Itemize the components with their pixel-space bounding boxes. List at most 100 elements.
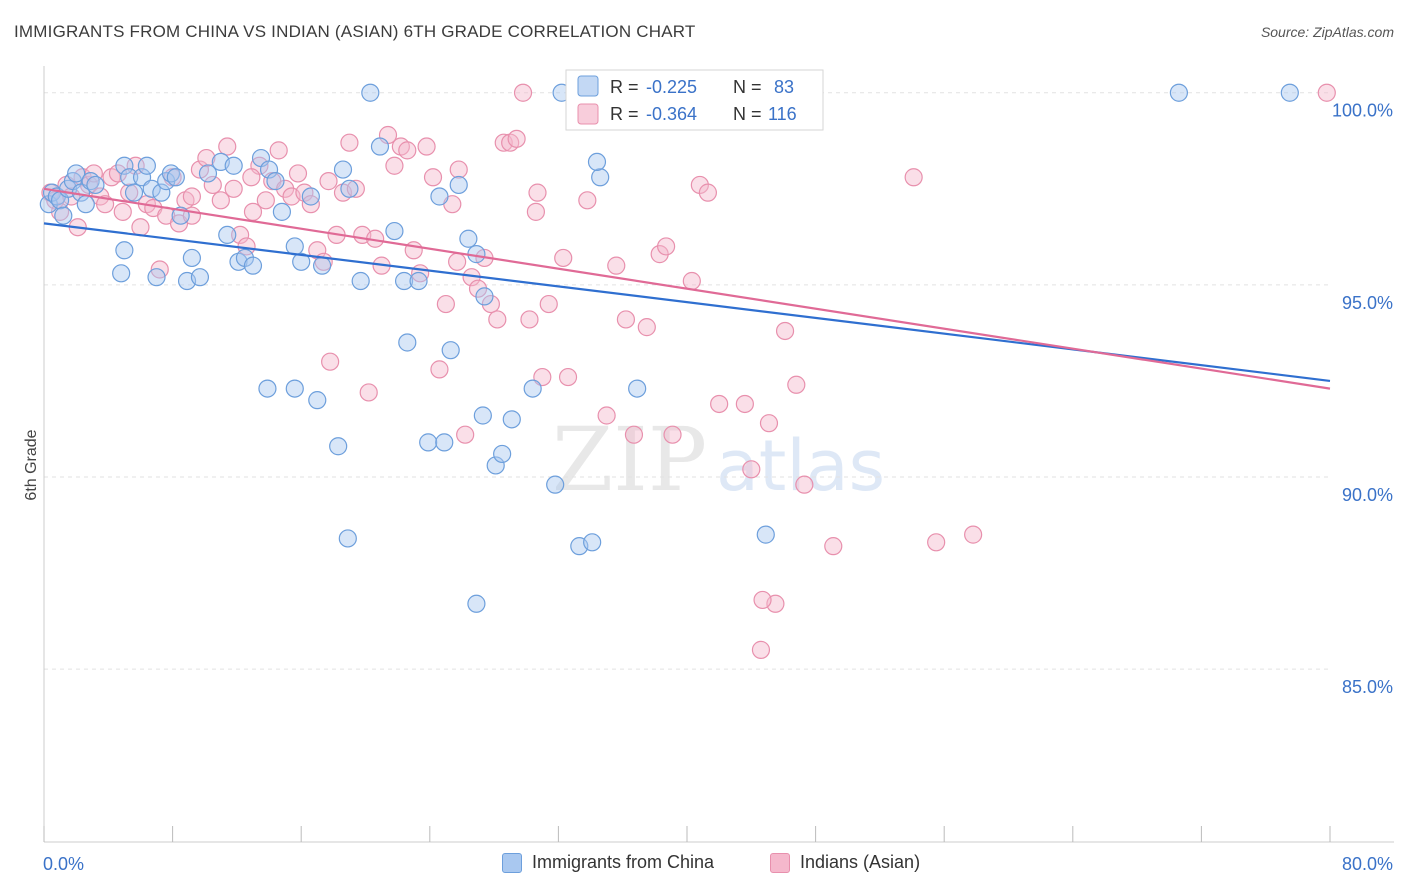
china-point bbox=[398, 333, 417, 352]
indian-point bbox=[430, 360, 449, 379]
china-point bbox=[628, 379, 647, 398]
china-point bbox=[112, 264, 131, 283]
china-point bbox=[486, 456, 505, 475]
y-tick-label: 85.0% bbox=[1342, 677, 1393, 697]
china-point bbox=[467, 594, 486, 613]
legend-n-label-indian: N = bbox=[733, 104, 762, 124]
china-point bbox=[409, 271, 428, 291]
china-point bbox=[272, 202, 292, 221]
indian-point bbox=[507, 129, 526, 148]
china-point bbox=[1169, 83, 1188, 102]
indian-point bbox=[182, 187, 201, 206]
series-legend: Immigrants from China Indians (Asian) bbox=[0, 852, 1406, 878]
indian-point bbox=[735, 394, 754, 414]
china-point bbox=[385, 221, 404, 241]
indian-point bbox=[417, 137, 436, 156]
indian-point bbox=[607, 256, 626, 275]
china-point bbox=[394, 271, 414, 291]
china-trend-line bbox=[43, 222, 1331, 383]
china-point bbox=[166, 168, 185, 187]
legend-r-label-china: R = bbox=[610, 77, 639, 97]
indian-point bbox=[964, 525, 983, 544]
indian-point bbox=[256, 191, 275, 210]
china-point bbox=[54, 206, 73, 225]
china-point bbox=[259, 160, 279, 179]
indian-point bbox=[197, 148, 216, 168]
china-point bbox=[308, 391, 327, 410]
china-point bbox=[756, 525, 775, 544]
indian-point bbox=[488, 310, 507, 329]
china-point bbox=[137, 156, 156, 175]
china-point bbox=[329, 437, 348, 456]
china-point bbox=[152, 183, 171, 202]
indian-point bbox=[637, 318, 656, 337]
legend-r-value-indian: -0.364 bbox=[646, 104, 697, 124]
indian-point bbox=[131, 218, 150, 237]
china-point bbox=[449, 175, 468, 195]
indian-point bbox=[340, 133, 359, 152]
indian-point bbox=[597, 406, 616, 425]
indian-point bbox=[753, 590, 772, 610]
indian-trend-line bbox=[43, 187, 1331, 390]
china-point bbox=[523, 379, 542, 398]
china-point bbox=[142, 179, 161, 198]
china-point bbox=[285, 379, 304, 398]
indian-point bbox=[113, 202, 132, 221]
indian-point bbox=[558, 367, 578, 387]
watermark: ZIP atlas bbox=[552, 408, 885, 511]
tick-labels: 85.0% 90.0% 95.0% 100.0% 0.0% 80.0% bbox=[43, 101, 1393, 874]
indian-point bbox=[787, 375, 806, 394]
x-tick-label: 80.0% bbox=[1342, 854, 1393, 874]
china-point bbox=[361, 83, 380, 102]
china-point bbox=[301, 187, 320, 206]
china-point bbox=[198, 164, 218, 183]
china-point bbox=[338, 529, 357, 548]
source-credit: Source: ZipAtlas.com bbox=[1260, 24, 1394, 40]
legend-swatch-china-bottom bbox=[502, 852, 522, 873]
china-point bbox=[190, 268, 210, 287]
y-tick-label: 95.0% bbox=[1342, 293, 1393, 313]
indian-point bbox=[904, 168, 923, 187]
grid-lines bbox=[44, 92, 1330, 670]
indian-point bbox=[624, 425, 644, 444]
indian-point bbox=[1317, 83, 1336, 102]
indian-point bbox=[224, 179, 243, 198]
indian-point bbox=[616, 310, 636, 329]
china-point bbox=[115, 241, 134, 260]
indian-point bbox=[742, 460, 761, 479]
indian-point bbox=[513, 83, 533, 102]
indian-point bbox=[775, 321, 795, 341]
indian-point bbox=[218, 137, 237, 156]
china-point bbox=[266, 172, 285, 191]
legend-n-value-indian: 116 bbox=[768, 104, 797, 124]
china-point bbox=[587, 152, 607, 172]
china-point bbox=[243, 256, 263, 275]
trend-lines bbox=[43, 187, 1331, 390]
indian-point bbox=[578, 191, 597, 210]
china-point bbox=[351, 271, 370, 291]
indian-point bbox=[539, 294, 558, 314]
stats-legend: R = -0.225 N = 83 R = -0.364 N = 116 bbox=[565, 69, 824, 131]
indian-point bbox=[211, 191, 230, 210]
china-point bbox=[419, 433, 438, 452]
legend-swatch-china bbox=[577, 75, 599, 97]
indian-point bbox=[824, 537, 843, 556]
indian-point bbox=[759, 414, 779, 433]
watermark-atlas: atlas bbox=[716, 425, 885, 507]
legend-item-china: Immigrants from China bbox=[502, 852, 714, 873]
indian-point bbox=[321, 352, 340, 371]
china-point bbox=[435, 433, 454, 452]
china-point bbox=[258, 379, 277, 398]
china-point bbox=[502, 410, 521, 429]
china-point bbox=[493, 444, 512, 464]
y-axis-label: 6th Grade bbox=[23, 429, 40, 500]
indian-point bbox=[448, 252, 467, 271]
indian-point bbox=[710, 394, 729, 414]
indian-point bbox=[927, 533, 946, 552]
china-point bbox=[430, 187, 449, 206]
china-point bbox=[312, 256, 332, 275]
china-point bbox=[292, 252, 311, 271]
china-point bbox=[546, 475, 565, 494]
legend-r-label-indian: R = bbox=[610, 104, 639, 124]
